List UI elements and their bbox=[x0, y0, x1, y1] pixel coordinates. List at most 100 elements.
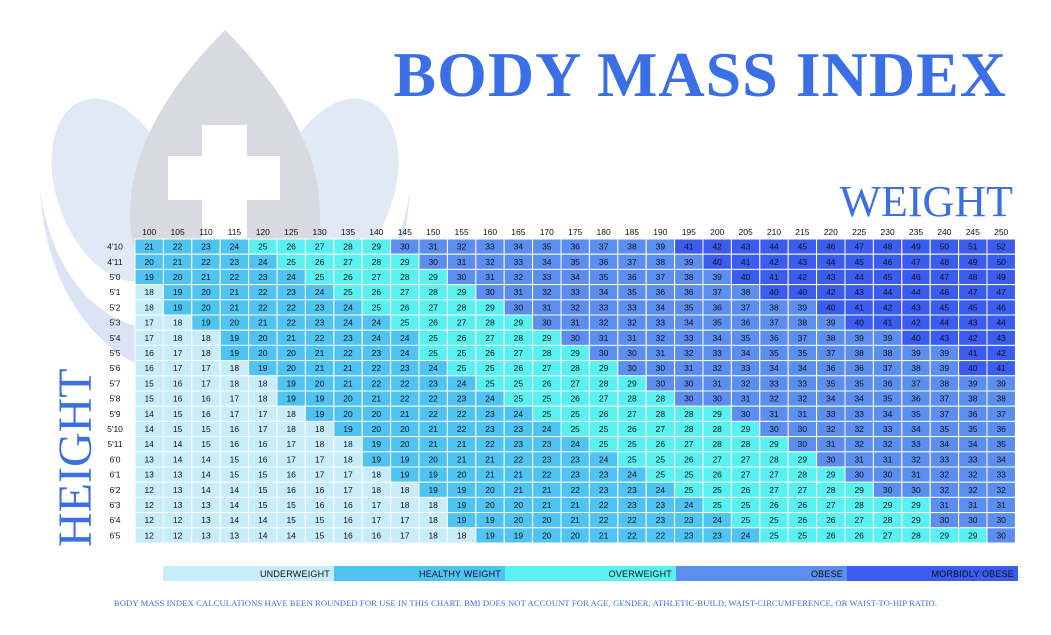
bmi-value: 26 bbox=[627, 424, 637, 434]
bmi-value: 17 bbox=[315, 470, 325, 480]
bmi-value: 27 bbox=[570, 378, 580, 388]
bmi-value: 29 bbox=[741, 424, 751, 434]
bmi-value: 40 bbox=[712, 257, 722, 267]
bmi-value: 20 bbox=[400, 424, 410, 434]
bmi-value: 34 bbox=[968, 439, 978, 449]
bmi-value: 28 bbox=[684, 409, 694, 419]
bmi-value: 30 bbox=[599, 348, 609, 358]
bmi-value: 41 bbox=[883, 318, 893, 328]
bmi-value: 19 bbox=[315, 394, 325, 404]
bmi-value: 41 bbox=[684, 242, 694, 252]
weight-tick: 190 bbox=[653, 227, 667, 237]
bmi-value: 18 bbox=[428, 515, 438, 525]
bmi-value: 14 bbox=[173, 454, 183, 464]
bmi-value: 25 bbox=[798, 530, 808, 540]
bmi-value: 17 bbox=[258, 409, 268, 419]
bmi-value: 29 bbox=[428, 272, 438, 282]
bmi-value: 36 bbox=[854, 363, 864, 373]
bmi-value: 27 bbox=[400, 287, 410, 297]
bmi-value: 26 bbox=[286, 242, 296, 252]
bmi-value: 25 bbox=[286, 257, 296, 267]
bmi-value: 45 bbox=[968, 302, 978, 312]
bmi-value: 22 bbox=[372, 363, 382, 373]
bmi-value: 24 bbox=[343, 302, 353, 312]
bmi-value: 14 bbox=[144, 424, 154, 434]
weight-tick: 110 bbox=[199, 227, 213, 237]
weight-tick: 145 bbox=[398, 227, 412, 237]
bmi-value: 26 bbox=[826, 515, 836, 525]
bmi-value: 19 bbox=[343, 424, 353, 434]
bmi-value: 21 bbox=[286, 333, 296, 343]
bmi-value: 22 bbox=[315, 333, 325, 343]
bmi-value: 33 bbox=[684, 333, 694, 343]
bmi-value: 28 bbox=[798, 470, 808, 480]
bmi-value: 26 bbox=[712, 470, 722, 480]
bmi-value: 31 bbox=[712, 378, 722, 388]
bmi-value: 42 bbox=[826, 287, 836, 297]
bmi-value: 21 bbox=[230, 287, 240, 297]
bmi-value: 27 bbox=[542, 363, 552, 373]
bmi-value: 31 bbox=[996, 500, 1006, 510]
bmi-value: 23 bbox=[656, 515, 666, 525]
bmi-value: 32 bbox=[542, 287, 552, 297]
bmi-value: 12 bbox=[173, 530, 183, 540]
bmi-value: 19 bbox=[400, 470, 410, 480]
bmi-value: 43 bbox=[826, 272, 836, 282]
bmi-value: 38 bbox=[769, 302, 779, 312]
bmi-value: 41 bbox=[769, 272, 779, 282]
bmi-value: 30 bbox=[996, 530, 1006, 540]
bmi-value: 36 bbox=[769, 333, 779, 343]
bmi-value: 38 bbox=[684, 272, 694, 282]
weight-tick: 140 bbox=[369, 227, 383, 237]
bmi-value: 23 bbox=[656, 500, 666, 510]
bmi-value: 21 bbox=[485, 470, 495, 480]
bmi-value: 16 bbox=[144, 363, 154, 373]
height-tick: 4'11 bbox=[107, 257, 122, 267]
bmi-value: 21 bbox=[343, 378, 353, 388]
bmi-value: 19 bbox=[514, 530, 524, 540]
bmi-value: 18 bbox=[457, 530, 467, 540]
height-tick: 5'8 bbox=[109, 394, 120, 404]
bmi-value: 31 bbox=[911, 470, 921, 480]
bmi-value: 43 bbox=[854, 287, 864, 297]
bmi-value: 32 bbox=[940, 470, 950, 480]
bmi-value: 25 bbox=[627, 439, 637, 449]
bmi-value: 37 bbox=[656, 272, 666, 282]
bmi-value: 24 bbox=[514, 409, 524, 419]
bmi-value: 18 bbox=[400, 500, 410, 510]
bmi-value: 14 bbox=[201, 485, 211, 495]
bmi-value: 15 bbox=[258, 500, 268, 510]
bmi-value: 28 bbox=[457, 302, 467, 312]
bmi-value: 32 bbox=[570, 302, 580, 312]
bmi-value: 21 bbox=[230, 302, 240, 312]
bmi-value: 27 bbox=[883, 530, 893, 540]
bmi-value: 16 bbox=[343, 530, 353, 540]
bmi-value: 39 bbox=[911, 348, 921, 358]
bmi-value: 25 bbox=[599, 439, 609, 449]
legend-morbidly-obese: MORBIDLY OBESE bbox=[847, 566, 1018, 581]
bmi-value: 19 bbox=[372, 439, 382, 449]
bmi-value: 32 bbox=[712, 363, 722, 373]
bmi-value: 20 bbox=[343, 394, 353, 404]
bmi-value: 36 bbox=[968, 409, 978, 419]
bmi-value: 39 bbox=[826, 318, 836, 328]
bmi-value: 32 bbox=[883, 439, 893, 449]
bmi-value: 15 bbox=[230, 470, 240, 480]
bmi-value: 35 bbox=[911, 409, 921, 419]
bmi-value: 15 bbox=[258, 470, 268, 480]
bmi-value: 20 bbox=[542, 530, 552, 540]
bmi-value: 16 bbox=[144, 348, 154, 358]
bmi-value: 20 bbox=[144, 257, 154, 267]
bmi-value: 16 bbox=[230, 424, 240, 434]
bmi-value: 35 bbox=[968, 424, 978, 434]
bmi-value: 18 bbox=[258, 394, 268, 404]
bmi-value: 29 bbox=[514, 318, 524, 328]
bmi-value: 19 bbox=[258, 363, 268, 373]
bmi-value: 25 bbox=[656, 454, 666, 464]
bmi-value: 20 bbox=[173, 272, 183, 282]
bmi-value: 30 bbox=[684, 394, 694, 404]
bmi-value: 28 bbox=[769, 454, 779, 464]
bmi-value: 23 bbox=[599, 485, 609, 495]
bmi-value: 20 bbox=[201, 287, 211, 297]
bmi-value: 16 bbox=[201, 394, 211, 404]
